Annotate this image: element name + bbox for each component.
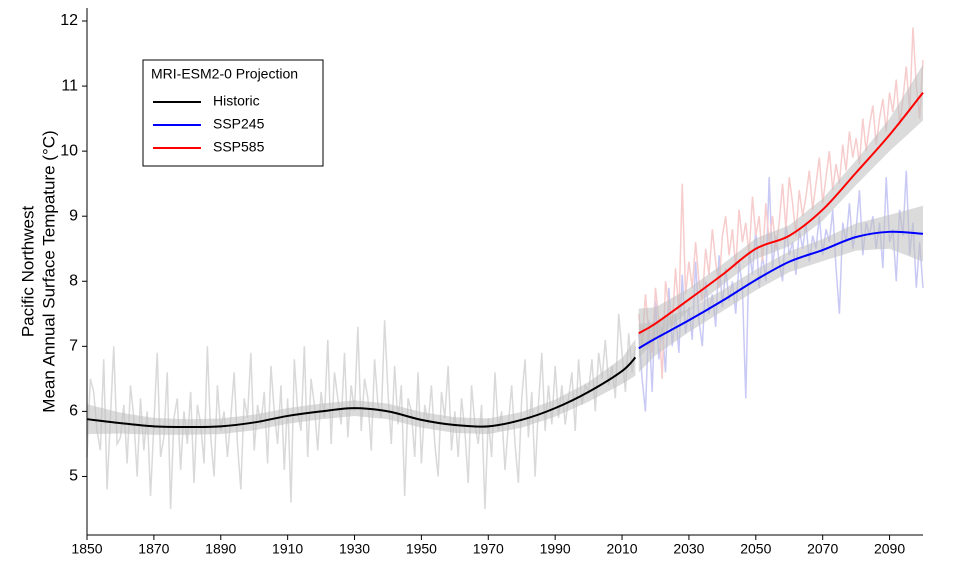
y-tick-label: 5	[69, 468, 78, 485]
y-tick-label: 10	[60, 142, 78, 159]
y-tick-label: 7	[69, 338, 78, 355]
x-tick-label: 2090	[874, 541, 905, 557]
x-tick-label: 1870	[138, 541, 169, 557]
y-axis-title: Pacific Northwest	[18, 206, 37, 338]
y-tick-label: 12	[60, 12, 78, 29]
x-tick-label: 2070	[807, 541, 838, 557]
trend-line	[86, 356, 637, 429]
legend-label: SSP245	[213, 116, 265, 132]
legend-title: MRI-ESM2-0 Projection	[151, 66, 298, 82]
y-tick-label: 8	[69, 272, 78, 289]
x-tick-label: 1850	[71, 541, 102, 557]
legend-label: SSP585	[213, 139, 265, 155]
x-tick-label: 1910	[272, 541, 303, 557]
legend-label: Historic	[213, 93, 260, 109]
trend-line	[638, 230, 924, 350]
x-tick-label: 1950	[406, 541, 437, 557]
x-tick-label: 1890	[205, 541, 236, 557]
confidence-band	[638, 205, 923, 373]
y-tick-label: 11	[61, 77, 78, 94]
y-tick-label: 6	[69, 403, 78, 420]
x-tick-label: 1990	[540, 541, 571, 557]
x-tick-label: 2010	[606, 541, 637, 557]
y-tick-label: 9	[69, 207, 78, 224]
x-tick-label: 2030	[673, 541, 704, 557]
trend-line	[638, 91, 924, 335]
x-tick-label: 2050	[740, 541, 771, 557]
x-tick-label: 1970	[473, 541, 504, 557]
x-tick-label: 1930	[339, 541, 370, 557]
y-axis-title: Mean Annual Surface Tempature (°C)	[39, 130, 58, 412]
